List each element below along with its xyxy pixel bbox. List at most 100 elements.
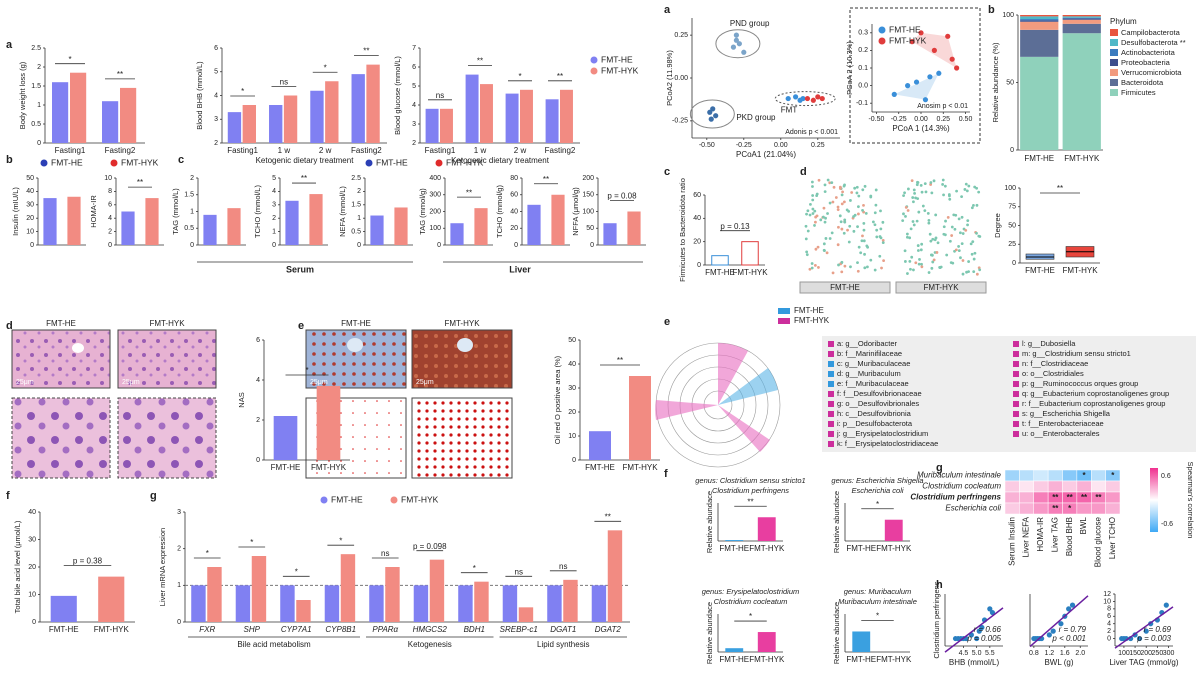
stat-label: p < 0.001 [1051,634,1086,643]
point [976,628,982,634]
y-tick-label: 2.5 [351,175,361,182]
stack-segment [1020,16,1059,20]
point [891,91,897,97]
panel-letter: e [298,320,304,332]
cladogram [655,336,1196,468]
node [957,245,960,248]
point [1136,635,1143,642]
legend-swatch [1013,351,1019,357]
bar [325,81,339,143]
significance: * [876,500,879,509]
bar [207,567,222,622]
panel-letter: a [6,39,13,51]
panel-letter: c [664,166,670,178]
heat-cell [1019,491,1034,504]
legend-marker [435,159,443,167]
significance: * [206,549,209,558]
legend-label: Actinobacteriota [1121,48,1176,57]
bar [551,194,565,245]
heat-cell [1062,469,1078,482]
node [941,183,945,186]
bar [273,416,298,460]
point [1066,606,1072,612]
node [838,214,842,218]
node [931,237,935,241]
node [850,191,854,194]
column-label: Liver NEFA [1022,516,1031,557]
bar [145,198,159,245]
node [906,187,910,191]
node [809,202,812,206]
node [836,208,840,212]
node [881,241,885,244]
node [932,179,936,183]
node [961,232,965,235]
node [840,260,844,264]
node [924,190,928,194]
heat-cell [1076,480,1092,493]
cluster-ellipse [689,99,735,129]
node [881,238,885,242]
x-tick-label: Fasting1 [55,146,86,155]
y-tick-label: 0 [590,242,594,249]
bar [563,579,578,622]
significance: * [518,72,521,81]
point [810,97,816,103]
cluster-point [741,49,747,55]
lefse-entry: t: f__Enterobacteriaceae [1022,419,1104,428]
bar [589,431,611,460]
bar [310,90,324,143]
heat-cell [1062,480,1078,493]
significance: ** [363,47,369,56]
bar [502,585,518,622]
legend-swatch [778,318,790,324]
y-tick-label: 0.0 [858,82,868,89]
y-axis-label: TCHO (mmol/L) [253,185,262,238]
column-label: HOMA-IR [1036,517,1045,552]
scale-label: 25μm [122,379,140,386]
y-tick-label: 2 [256,417,260,424]
lefse-entry: j: g__Erysipelatoclostridium [836,429,928,438]
node [948,194,951,198]
column-label: Serum Insulin [1007,517,1016,566]
stack-segment [1020,29,1059,57]
node [967,270,970,274]
colorbar-tick: -0.6 [1161,521,1173,528]
bar [607,530,623,622]
node [853,213,857,217]
node [942,232,946,236]
heat-cell [1105,480,1121,493]
heat-cell [1004,480,1020,493]
point [979,624,985,631]
legend-label: FMT-HE [794,306,824,315]
node [879,209,882,213]
node [846,228,849,232]
node [843,218,847,222]
legend-swatch [1013,401,1019,407]
node [836,205,840,209]
panel-letter: h [936,579,943,591]
y-tick-label: 50 [26,175,34,182]
heat-cell [1019,502,1034,515]
lefse-entry: r: f__Eubacterium coprostanoligenes grou… [1022,399,1165,408]
y-axis-label: Oil red O positive area (%) [553,355,562,444]
significance: * [250,538,253,547]
node [832,185,836,189]
y-tick-label: 4 [1107,621,1111,628]
bar [520,89,533,143]
node [953,227,957,231]
node [945,253,949,257]
annotation: Anosim p < 0.01 [917,103,968,110]
heat-cell [1019,480,1034,493]
node [825,251,829,255]
legend-marker [320,496,328,504]
bar [98,576,125,622]
node [978,268,982,272]
node [824,237,828,240]
point [909,39,915,45]
legend-label: FMT-HE [889,24,921,34]
node [969,242,973,246]
group-hull [912,32,957,68]
node [817,266,820,269]
x-tick-label: Fasting2 [351,146,382,155]
